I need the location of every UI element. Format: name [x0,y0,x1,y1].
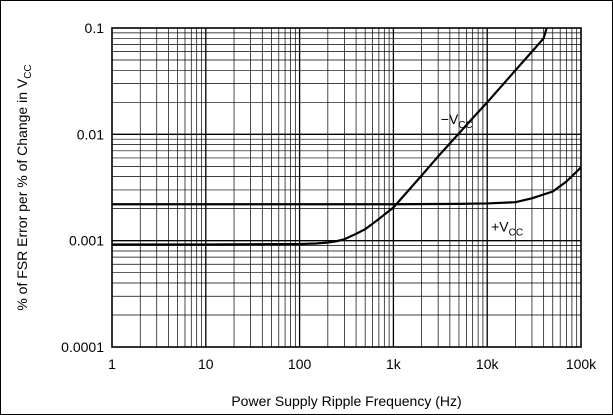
x-tick-label: 100k [566,356,597,372]
x-tick-label: 1k [386,356,402,372]
x-axis-title: Power Supply Ripple Frequency (Hz) [231,393,461,409]
series-line-1 [112,27,548,246]
series-layer [112,27,582,246]
grid-layer [112,28,581,347]
series-label-2: +VCC [491,218,523,238]
y-axis-title-main: % of FSR Error per % of Change in V [14,78,30,311]
y-tick-label: 0.1 [85,20,105,36]
x-tick-label: 10k [476,356,500,372]
series-label-main: −V [441,111,459,127]
label-layer: −VCC+VCC [441,111,523,238]
x-tick-label: 100 [288,356,312,372]
series-label-subscript: CC [509,227,523,238]
tick-layer: 1 10 100 1k 10k 100k 0.0001 0.001 0.01 0.1 [61,20,597,372]
series-line-2 [112,166,582,206]
series-label-1: −VCC [441,111,473,131]
y-axis-title-subscript: CC [23,64,34,78]
x-tick-label: 10 [198,356,214,372]
y-tick-label: 0.01 [77,126,104,142]
plot-border [111,27,582,348]
y-tick-label: 0.001 [69,233,104,249]
y-axis-title: % of FSR Error per % of Change in VCC [14,64,34,310]
series-label-subscript: CC [458,120,472,131]
x-tick-label: 1 [108,356,116,372]
series-label-main: +V [491,218,509,234]
y-tick-label: 0.0001 [61,339,104,355]
